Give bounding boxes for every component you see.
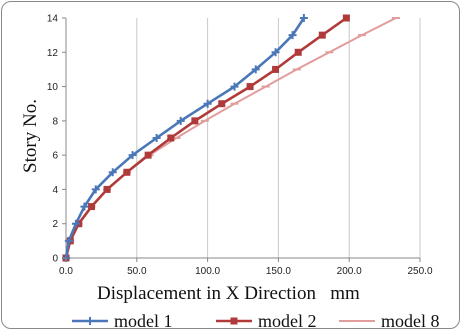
series-model-2: [62, 14, 350, 262]
data-point: [288, 31, 297, 40]
tick-layer: 0 2 4 6 8 10 12 14 0.0 50.0 100.0 150.0 200.0 250.0: [47, 14, 433, 278]
data-point: [103, 185, 111, 193]
y-tick-label: 4: [52, 185, 58, 196]
data-point: [246, 83, 254, 91]
data-point: [128, 151, 137, 160]
data-point: [80, 202, 89, 211]
data-point: [294, 48, 302, 56]
y-tick-label: 0: [52, 254, 58, 265]
legend-label: model 2: [258, 311, 317, 331]
y-tick-label: 12: [47, 48, 59, 59]
legend-item: model 1: [72, 311, 173, 331]
data-point: [108, 168, 117, 177]
data-point: [144, 151, 152, 159]
chart-frame: [1, 1, 460, 329]
x-tick-label: 200.0: [337, 266, 362, 277]
data-point: [71, 219, 80, 228]
data-point: [342, 14, 350, 22]
data-point: [230, 82, 239, 91]
x-tick-label: 0.0: [59, 266, 73, 277]
data-point: [299, 14, 308, 22]
x-tick-label: 150.0: [266, 266, 291, 277]
data-point: [64, 236, 73, 245]
data-point: [218, 100, 226, 108]
x-axis-title: Displacement in X Direction mm: [97, 283, 360, 304]
x-tick-label: 100.0: [195, 266, 220, 277]
legend: model 1 model 2 model 8: [72, 311, 440, 331]
data-point: [176, 116, 185, 125]
y-tick-label: 8: [52, 116, 58, 127]
data-point: [91, 185, 100, 194]
legend-swatch-marker: [86, 317, 94, 325]
legend-label: model 1: [114, 311, 173, 331]
data-point: [203, 99, 212, 108]
y-tick-label: 6: [52, 151, 58, 162]
axes-layer: [65, 18, 420, 259]
legend-item: model 2: [216, 311, 317, 331]
series-line: [64, 17, 305, 259]
legend-item: model 8: [339, 311, 440, 331]
data-point: [272, 65, 280, 73]
data-point: [251, 65, 260, 74]
series-model-1: [62, 14, 308, 262]
data-point: [167, 134, 175, 142]
y-axis-title: Story No.: [20, 99, 41, 173]
series-line: [65, 17, 397, 259]
data-point: [191, 117, 199, 125]
grid-layer: [136, 18, 421, 258]
data-point: [318, 31, 326, 39]
legend-swatch-marker: [230, 317, 238, 325]
x-tick-label: 50.0: [127, 266, 147, 277]
series-line: [64, 16, 348, 259]
data-point: [271, 48, 280, 57]
data-point: [87, 203, 95, 211]
data-point: [152, 134, 161, 142]
y-tick-label: 14: [47, 14, 59, 25]
y-tick-label: 2: [52, 219, 58, 230]
legend-label: model 8: [381, 311, 440, 331]
y-tick-label: 10: [47, 82, 59, 93]
data-point: [123, 168, 131, 176]
x-tick-label: 250.0: [407, 266, 432, 277]
